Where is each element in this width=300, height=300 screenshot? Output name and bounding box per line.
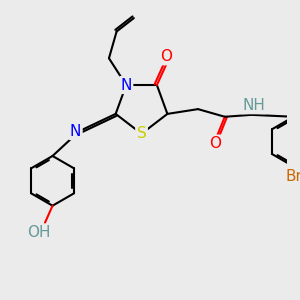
Text: O: O [160, 49, 172, 64]
Text: N: N [121, 77, 132, 92]
Text: NH: NH [242, 98, 265, 113]
Text: O: O [209, 136, 221, 151]
Text: OH: OH [27, 225, 51, 240]
Text: S: S [137, 126, 146, 141]
Text: N: N [70, 124, 81, 139]
Text: Br: Br [285, 169, 300, 184]
